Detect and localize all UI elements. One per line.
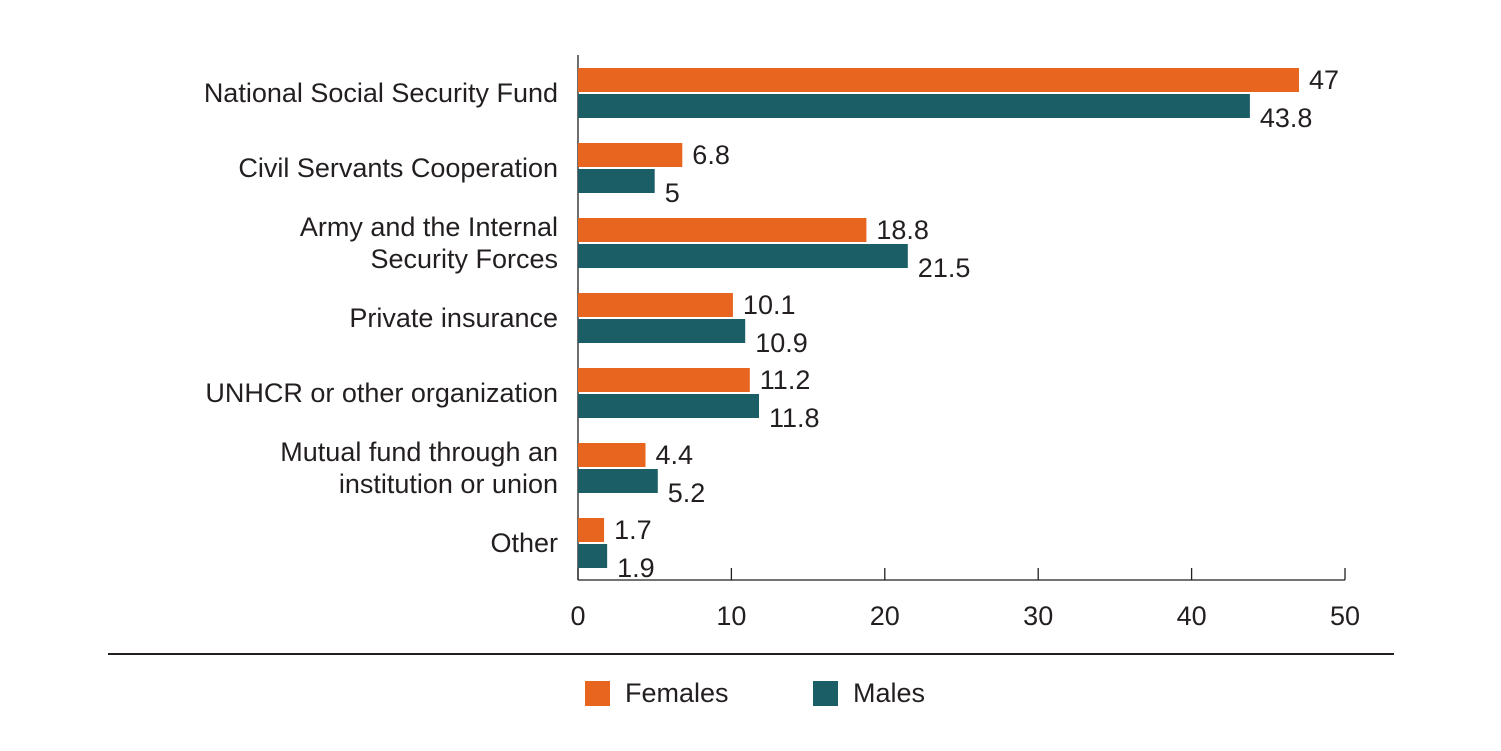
x-tick-label: 30 xyxy=(1023,601,1053,631)
category-label: Civil Servants Cooperation xyxy=(238,153,558,183)
category-label: Army and the Internal xyxy=(300,212,558,242)
value-label-females: 6.8 xyxy=(692,140,730,170)
value-label-males: 5 xyxy=(665,178,680,208)
bar-females xyxy=(578,518,605,542)
value-label-males: 1.9 xyxy=(617,553,655,583)
value-label-females: 4.4 xyxy=(655,440,693,470)
bar-females xyxy=(578,293,733,317)
bar-females xyxy=(578,443,646,467)
x-tick-label: 0 xyxy=(570,601,585,631)
value-label-males: 21.5 xyxy=(918,253,971,283)
category-label: Other xyxy=(490,528,558,558)
legend-swatch-males xyxy=(813,680,838,706)
x-tick-label: 50 xyxy=(1330,601,1360,631)
value-label-females: 11.2 xyxy=(760,365,811,395)
value-label-males: 10.9 xyxy=(755,328,808,358)
category-label: UNHCR or other organization xyxy=(205,378,558,408)
bar-males xyxy=(578,469,658,493)
bar-chart: 0 10 20 30 40 50 National Social Security Fund… xyxy=(204,55,1360,631)
value-label-females: 18.8 xyxy=(876,215,929,245)
category-label: Private insurance xyxy=(349,303,558,333)
value-label-females: 1.7 xyxy=(614,515,652,545)
bar-females xyxy=(578,68,1299,92)
x-tick-label: 10 xyxy=(716,601,746,631)
bar-males xyxy=(578,544,608,568)
bar-males xyxy=(578,244,908,268)
category-label: Mutual fund through an xyxy=(280,437,558,467)
x-tick-label: 20 xyxy=(870,601,900,631)
value-label-males: 5.2 xyxy=(668,478,706,508)
category-label: institution or union xyxy=(339,469,558,499)
legend-divider xyxy=(108,653,1394,655)
x-tick-label: 40 xyxy=(1177,601,1207,631)
legend-label-males: Males xyxy=(853,678,926,708)
chart-legend: Females Males xyxy=(0,672,1501,716)
bar-males xyxy=(578,319,746,343)
bar-males xyxy=(578,394,760,418)
value-label-males: 43.8 xyxy=(1260,103,1313,133)
value-label-males: 11.8 xyxy=(769,403,820,433)
value-label-females: 47 xyxy=(1309,65,1339,95)
category-label: National Social Security Fund xyxy=(204,78,558,108)
legend-item-males: Males xyxy=(813,678,925,708)
bar-males xyxy=(578,94,1250,118)
value-label-females: 10.1 xyxy=(743,290,796,320)
bar-females xyxy=(578,143,683,167)
legend-item-females: Females xyxy=(585,678,729,708)
legend-swatch-females xyxy=(585,680,610,706)
bar-females xyxy=(578,218,867,242)
legend-label-females: Females xyxy=(625,678,729,708)
category-label: Security Forces xyxy=(370,244,558,274)
bar-females xyxy=(578,368,750,392)
bar-males xyxy=(578,169,655,193)
